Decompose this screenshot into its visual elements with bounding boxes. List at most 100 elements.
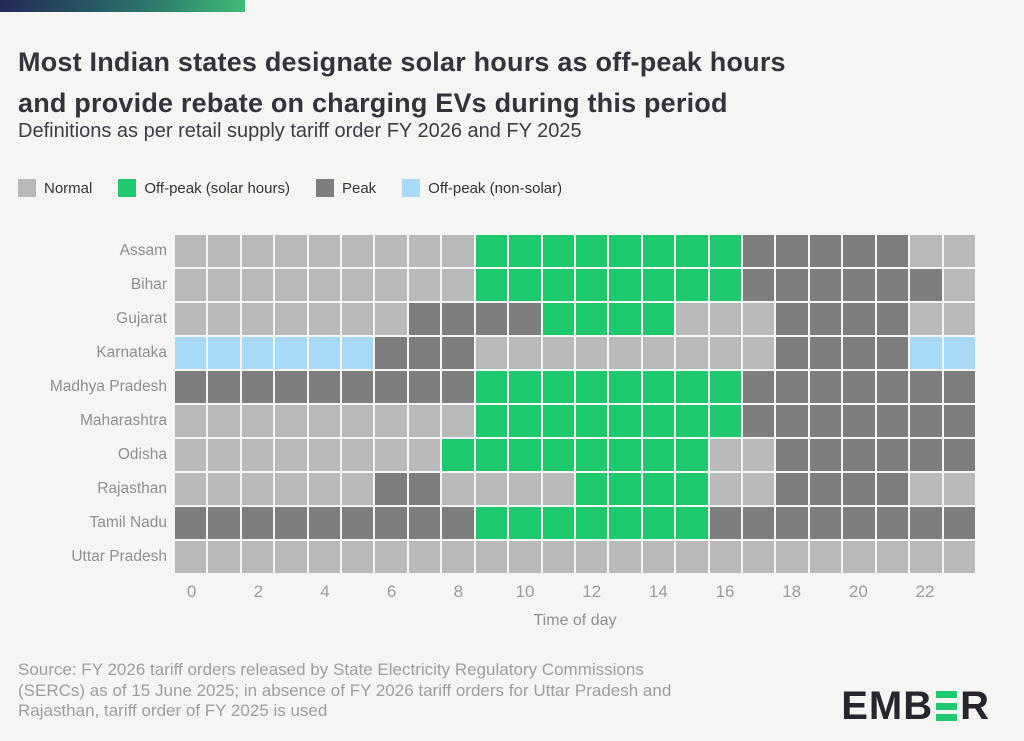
- heatmap-cell: [308, 405, 341, 437]
- heatmap-cell: [442, 235, 474, 267]
- heatmap-cell: [408, 473, 441, 505]
- heatmap-cell: [776, 269, 808, 301]
- heatmap-cell: [175, 337, 207, 369]
- legend-swatch-icon: [118, 179, 137, 197]
- heatmap-cell: [943, 235, 975, 267]
- row-label: Gujarat: [116, 310, 167, 327]
- heatmap-cell: [709, 235, 742, 267]
- heatmap-cell: [709, 405, 742, 437]
- heatmap-cell: [642, 269, 675, 301]
- heatmap-cell: [776, 337, 808, 369]
- heatmap-cell: [843, 371, 875, 403]
- heatmap-cell: [743, 371, 775, 403]
- heatmap-cell: [342, 337, 374, 369]
- x-axis-tick-label: 0: [186, 582, 197, 601]
- heatmap-cell: [709, 337, 742, 369]
- ember-logo: EMB R: [841, 686, 990, 726]
- heatmap-cell: [308, 337, 341, 369]
- heatmap-cell: [676, 269, 708, 301]
- heatmap-cell: [876, 371, 909, 403]
- heatmap-cell: [843, 405, 875, 437]
- legend-label: Peak: [341, 179, 377, 197]
- heatmap-cell: [275, 507, 307, 539]
- row-label: Rajasthan: [97, 480, 167, 497]
- heatmap-cell: [509, 507, 541, 539]
- heatmap-cell: [542, 337, 574, 369]
- heatmap-cell: [542, 507, 574, 539]
- heatmap-cell: [375, 269, 407, 301]
- heatmap-cell: [542, 473, 574, 505]
- heatmap-cell: [542, 371, 574, 403]
- heatmap-cell: [175, 405, 207, 437]
- heatmap-cell: [408, 371, 441, 403]
- heatmap-cell: [843, 337, 875, 369]
- heatmap-cell: [743, 541, 775, 573]
- heatmap-cell: [743, 303, 775, 335]
- ember-logo-text-left: EMB: [841, 684, 934, 728]
- heatmap-cell: [241, 541, 274, 573]
- heatmap-cell: [542, 405, 574, 437]
- heatmap-cell: [642, 303, 675, 335]
- heatmap-cell: [542, 439, 574, 471]
- heatmap-cell: [676, 405, 708, 437]
- heatmap-cell: [575, 371, 608, 403]
- heatmap-cell: [208, 439, 240, 471]
- heatmap-cell: [375, 235, 407, 267]
- heatmap-cell: [676, 439, 708, 471]
- heatmap-cell: [342, 541, 374, 573]
- heatmap-cell: [943, 507, 975, 539]
- heatmap-cell: [509, 303, 541, 335]
- heatmap-cell: [642, 439, 675, 471]
- heatmap-cell: [275, 371, 307, 403]
- heatmap-cell: [642, 371, 675, 403]
- heatmap-cell: [175, 371, 207, 403]
- legend-item: Off-peak (non-solar): [402, 179, 562, 197]
- legend-item: Peak: [315, 179, 377, 197]
- heatmap-cell: [809, 405, 842, 437]
- heatmap-cell: [910, 269, 942, 301]
- heatmap-cell: [375, 405, 407, 437]
- heatmap-cell: [509, 269, 541, 301]
- heatmap-cell: [910, 235, 942, 267]
- heatmap-cell: [408, 507, 441, 539]
- heatmap-cell: [308, 473, 341, 505]
- heatmap-cell: [776, 541, 808, 573]
- heatmap-cell: [910, 541, 942, 573]
- heatmap-cell: [408, 541, 441, 573]
- heatmap-cell: [442, 473, 474, 505]
- heatmap-cell: [809, 541, 842, 573]
- heatmap-cell: [442, 303, 474, 335]
- legend-item: Off-peak (solar hours): [118, 179, 290, 197]
- heatmap-cell: [809, 473, 842, 505]
- heatmap-cell: [475, 337, 508, 369]
- heatmap-cell: [375, 541, 407, 573]
- heatmap-cell: [743, 439, 775, 471]
- heatmap-cell: [241, 507, 274, 539]
- heatmap-cell: [475, 303, 508, 335]
- heatmap-cell: [241, 269, 274, 301]
- heatmap-cell: [575, 473, 608, 505]
- heatmap-cell: [876, 235, 909, 267]
- source-note: Source: FY 2026 tariff orders released b…: [18, 660, 672, 721]
- heatmap-cell: [408, 405, 441, 437]
- heatmap-cell: [509, 405, 541, 437]
- heatmap-cell: [208, 269, 240, 301]
- brand-gradient-bar: [0, 0, 245, 12]
- heatmap-cell: [943, 371, 975, 403]
- heatmap-cell: [709, 473, 742, 505]
- heatmap-cell: [442, 337, 474, 369]
- row-label: Karnataka: [96, 344, 167, 361]
- heatmap-cell: [208, 405, 240, 437]
- heatmap-cell: [275, 337, 307, 369]
- heatmap-cell: [308, 269, 341, 301]
- heatmap-cell: [676, 371, 708, 403]
- heatmap-cell: [375, 337, 407, 369]
- heatmap-cell: [375, 439, 407, 471]
- heatmap-cell: [408, 303, 441, 335]
- heatmap-cell: [809, 337, 842, 369]
- heatmap-cell: [809, 303, 842, 335]
- heatmap-cell: [275, 235, 307, 267]
- heatmap-cell: [342, 405, 374, 437]
- heatmap-cell: [876, 303, 909, 335]
